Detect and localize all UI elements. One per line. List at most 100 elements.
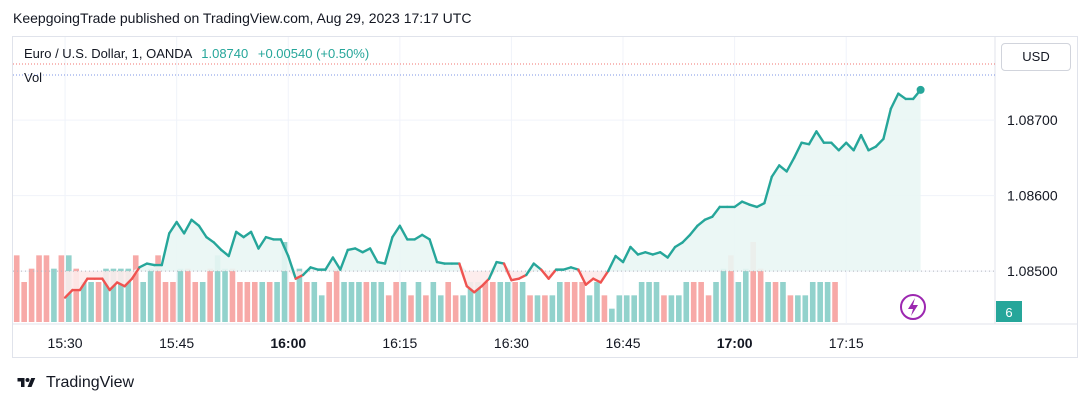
x-tick-label: 15:45	[159, 335, 194, 351]
volume-bar	[28, 268, 35, 322]
price-line-segment	[517, 273, 528, 280]
volume-bar	[88, 282, 94, 322]
volume-bar	[683, 282, 690, 322]
volume-bar	[222, 268, 228, 322]
volume-bar	[289, 282, 295, 322]
volume-bar	[623, 295, 630, 322]
volume-bar	[527, 295, 533, 322]
price-line-segment	[257, 235, 268, 250]
volume-bar	[21, 282, 27, 322]
price-line-segment	[354, 247, 364, 254]
volume-bar	[765, 282, 771, 322]
price-line-segment	[763, 175, 774, 205]
volume-bar	[185, 268, 191, 322]
volume-bar	[296, 268, 303, 322]
volume-bar	[177, 268, 184, 322]
x-tick-label: 17:15	[829, 335, 864, 351]
volume-bar	[519, 282, 526, 322]
volume-bar	[423, 295, 429, 322]
price-line-segment	[845, 141, 855, 152]
tradingview-brand-text: TradingView	[46, 374, 135, 391]
volume-bar	[824, 282, 831, 322]
price-line-segment	[458, 262, 469, 288]
price-line-segment	[398, 224, 409, 241]
volume-bar	[385, 295, 392, 322]
volume-bar	[58, 255, 65, 322]
price-line-segment	[621, 245, 632, 264]
volume-bar	[408, 295, 414, 322]
price-line-segment	[495, 260, 506, 265]
volume-bar	[304, 282, 310, 322]
price-line-segment	[182, 218, 193, 235]
price-line-segment	[539, 268, 550, 280]
volume-badge-value: 6	[1005, 305, 1012, 320]
x-tick-label: 16:30	[494, 335, 529, 351]
volume-bar	[199, 282, 206, 322]
volume-bar	[274, 282, 280, 322]
price-line-segment	[101, 277, 111, 292]
price-line-segment	[480, 277, 491, 288]
price-line-segment	[837, 141, 848, 152]
currency-button[interactable]: USD	[1001, 43, 1071, 71]
x-tick-label: 16:00	[270, 335, 306, 351]
price-line-segment	[115, 281, 126, 288]
y-tick-label: 1.08700	[1007, 112, 1058, 128]
x-tick-label: 16:45	[606, 335, 641, 351]
volume-bar	[467, 282, 474, 322]
price-line-segment	[532, 262, 543, 271]
price-line-segment	[740, 200, 751, 206]
volume-bar	[735, 282, 742, 322]
volume-bar	[371, 282, 377, 322]
volume-bar	[698, 282, 704, 322]
price-line-segment	[138, 262, 149, 269]
volume-bar	[452, 295, 459, 322]
lightning-icon-bolt	[908, 298, 918, 316]
volume-bar	[661, 295, 667, 322]
price-line-segment	[287, 254, 297, 280]
volume-bar	[757, 268, 764, 322]
price-line-segment	[748, 203, 759, 209]
volume-bar	[13, 255, 20, 322]
price-line-segment	[346, 247, 357, 252]
volume-bar	[36, 255, 42, 322]
price-line-segment	[681, 233, 692, 244]
volume-bar	[333, 268, 340, 322]
price-line-segment	[852, 133, 863, 152]
tradingview-footer[interactable]: TradingView	[13, 374, 134, 392]
price-line-segment	[234, 230, 245, 239]
price-line-segment	[688, 224, 699, 237]
volume-bar	[504, 282, 511, 322]
price-line-segment	[636, 251, 647, 256]
price-line-segment	[614, 254, 625, 264]
volume-bar	[415, 282, 422, 322]
price-line-segment	[339, 248, 349, 271]
symbol-name: Euro / U.S. Dollar, 1, OANDA	[24, 46, 192, 61]
y-tick-label: 1.08500	[1007, 263, 1058, 279]
volume-bar	[281, 242, 288, 322]
volume-bar	[103, 268, 109, 322]
chart-frame	[12, 36, 1078, 358]
price-line-segment	[592, 277, 602, 284]
volume-bar	[653, 282, 660, 322]
symbol-legend: Euro / U.S. Dollar, 1, OANDA 1.08740 +0.…	[24, 46, 369, 61]
price-line-segment	[666, 245, 677, 259]
volume-bar	[95, 282, 102, 322]
lightning-icon[interactable]	[900, 294, 926, 320]
area-fill-above-baseline	[65, 89, 921, 272]
price-line-segment	[205, 235, 216, 244]
volume-bar	[207, 268, 213, 322]
volume-bar	[125, 268, 132, 322]
volume-bar	[155, 255, 161, 322]
y-tick-label: 1.08600	[1007, 188, 1058, 204]
volume-bar	[579, 282, 585, 322]
x-tick-label: 15:30	[48, 335, 83, 351]
price-line-segment	[778, 164, 788, 173]
price-line-segment	[800, 141, 811, 146]
volume-bar	[80, 282, 87, 322]
volume-bar	[110, 268, 117, 322]
volume-bar	[795, 295, 801, 322]
volume-bar	[430, 282, 437, 322]
volume-bar	[713, 282, 719, 322]
publish-info: KeepgoingTrade published on TradingView.…	[13, 10, 472, 26]
